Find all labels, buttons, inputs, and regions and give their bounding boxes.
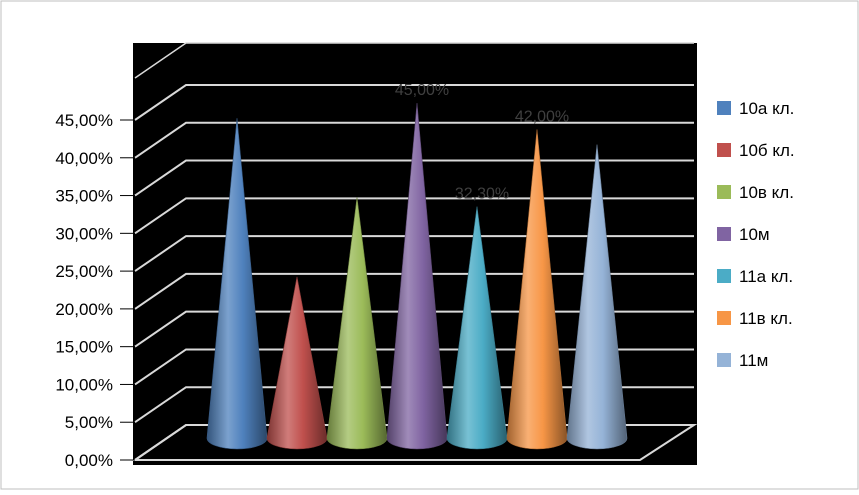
data-label: 42,00% (515, 108, 569, 125)
cone-mark (386, 102, 448, 450)
y-tick-label: 20,00% (55, 300, 113, 319)
cone-mark (266, 276, 328, 450)
legend-label: 11а кл. (739, 267, 793, 286)
legend-label: 10в кл. (739, 183, 794, 202)
cone-mark (326, 197, 388, 450)
y-tick-label: 30,00% (55, 224, 113, 243)
cone-mark (566, 144, 628, 450)
gridline (134, 121, 694, 159)
cones (206, 102, 628, 450)
cone-mark (206, 118, 268, 450)
data-label: 45,00% (395, 82, 449, 99)
data-labels: 45,00% 32,30% 42,00% (395, 82, 569, 203)
cone-mark (446, 206, 508, 450)
legend-swatch (717, 269, 731, 283)
cone-mark (506, 129, 568, 450)
legend-label: 10а кл. (739, 99, 794, 118)
legend-label: 11м (739, 351, 768, 370)
legend: 10а кл. 10б кл. 10в кл. 10м 11а кл. 11в кл. 11… (717, 99, 795, 370)
y-axis: 0,00% 5,00% 10,00% 15,00% 20,00% 25,00% 30,00%… (55, 111, 135, 470)
legend-label: 11в кл. (739, 309, 793, 328)
legend-swatch (717, 311, 731, 325)
y-tick-label: 15,00% (55, 338, 113, 357)
y-tick-label: 5,00% (65, 413, 113, 432)
gridline (134, 159, 694, 197)
y-tick-label: 45,00% (55, 111, 113, 130)
data-label: 32,30% (455, 186, 509, 203)
y-tick-label: 10,00% (55, 375, 113, 394)
legend-label: 10б кл. (739, 141, 795, 160)
gridline (134, 235, 694, 272)
wall-edge (134, 42, 694, 79)
legend-swatch (717, 101, 731, 115)
y-tick-label: 35,00% (55, 187, 113, 206)
legend-swatch (717, 227, 731, 241)
gridline (134, 84, 694, 121)
gridline (134, 197, 694, 235)
legend-label: 10м (739, 225, 770, 244)
y-tick-label: 25,00% (55, 262, 113, 281)
legend-swatch (717, 185, 731, 199)
y-tick-label: 0,00% (65, 451, 113, 470)
y-tick-label: 40,00% (55, 149, 113, 168)
legend-swatch (717, 353, 731, 367)
floor (131, 424, 698, 461)
legend-swatch (717, 143, 731, 157)
